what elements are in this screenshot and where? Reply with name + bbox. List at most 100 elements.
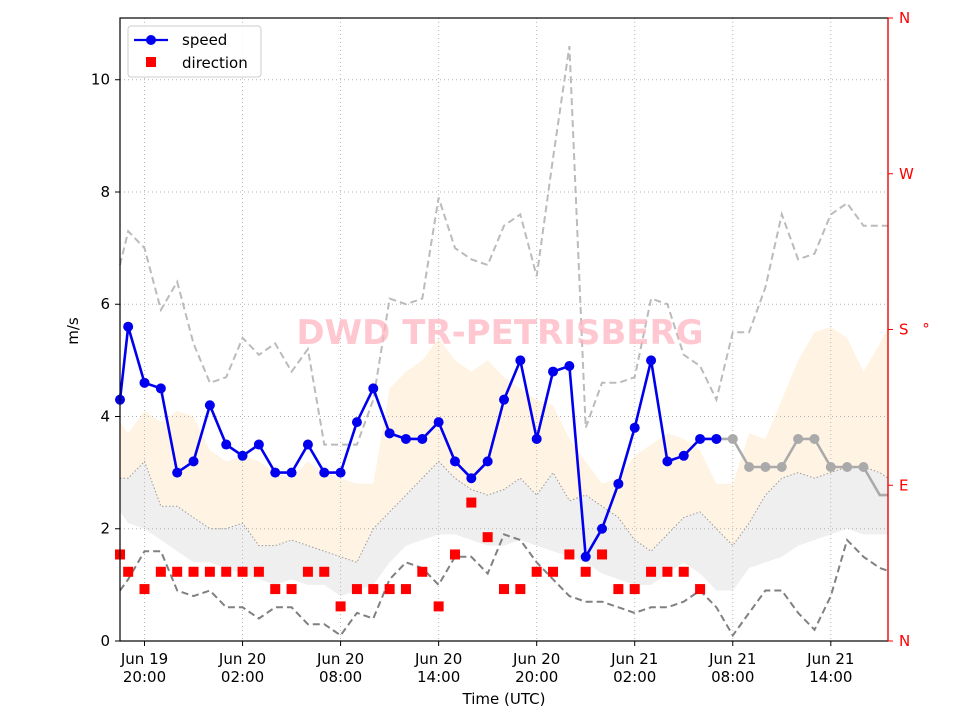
direction-point <box>286 584 297 595</box>
speed-observed-point <box>417 433 428 444</box>
speed-observed-point <box>204 400 215 411</box>
speed-observed-point <box>597 523 608 534</box>
upper-dashed-line <box>119 45 888 446</box>
speed-observed-point <box>678 450 689 461</box>
x-tick-label: Jun 19 <box>120 650 168 668</box>
speed-observed-point <box>711 433 722 444</box>
speed-observed-point <box>286 467 297 478</box>
x-tick-label: 08:00 <box>711 668 754 686</box>
speed-observed-point <box>466 473 477 484</box>
x-tick-label: Jun 20 <box>512 650 560 668</box>
speed-observed-line <box>118 326 717 562</box>
speed-observed-point <box>482 456 493 467</box>
direction-point <box>188 566 199 577</box>
legend: speed direction <box>127 25 262 78</box>
direction-point <box>646 566 657 577</box>
speed-observed-point <box>662 456 673 467</box>
direction-point <box>580 566 591 577</box>
direction-point <box>482 532 493 543</box>
direction-point <box>629 584 640 595</box>
direction-point <box>155 566 166 577</box>
legend-direction-marker <box>146 57 156 67</box>
speed-observed-point <box>188 456 199 467</box>
direction-point <box>319 566 330 577</box>
speed-observed-point <box>515 355 526 366</box>
direction-point <box>270 584 281 595</box>
y2-tick-label: N <box>899 9 910 27</box>
direction-point <box>351 584 362 595</box>
direction-point <box>221 566 232 577</box>
x-tick-label: Jun 20 <box>316 650 364 668</box>
speed-observed-point <box>302 439 313 450</box>
speed-forecast-point <box>842 462 853 473</box>
speed-forecast-point <box>858 462 869 473</box>
direction-point <box>678 566 689 577</box>
direction-point <box>335 601 346 612</box>
speed-observed-point <box>319 467 330 478</box>
speed-observed-point <box>139 377 150 388</box>
speed-forecast-point <box>727 433 738 444</box>
x-tick-label: 20:00 <box>123 668 166 686</box>
speed-observed-point <box>384 428 395 439</box>
speed-observed-point <box>155 383 166 394</box>
direction-point <box>384 584 395 595</box>
y-tick-label: 8 <box>100 183 110 201</box>
y2-tick-label: W <box>899 165 914 183</box>
direction-point <box>237 566 248 577</box>
direction-point <box>139 584 150 595</box>
direction-point <box>400 584 411 595</box>
direction-point <box>253 566 264 577</box>
station-watermark: DWD TR-PETRISBERG <box>296 313 703 353</box>
direction-point <box>499 584 509 595</box>
gray-band-edge <box>120 460 889 564</box>
speed-observed-point <box>237 450 248 461</box>
x-tick-label: Jun 21 <box>708 650 756 668</box>
speed-forecast-point <box>825 462 836 473</box>
x-tick-label: 14:00 <box>809 668 852 686</box>
speed-forecast-point <box>760 462 771 473</box>
x-tick-label: 02:00 <box>613 668 656 686</box>
speed-observed-point <box>400 433 411 444</box>
speed-observed-point <box>695 433 706 444</box>
legend-speed-label: speed <box>182 31 227 49</box>
x-tick-label: 14:00 <box>417 668 460 686</box>
direction-point <box>368 584 379 595</box>
y-tick-label: 4 <box>100 407 110 425</box>
speed-observed-point <box>449 456 460 467</box>
direction-point <box>597 549 608 560</box>
direction-point <box>564 549 575 560</box>
speed-observed-point <box>335 467 346 478</box>
speed-observed-point <box>646 355 657 366</box>
speed-observed-point <box>564 360 575 371</box>
light-band <box>120 326 888 563</box>
speed-observed-point <box>351 417 362 428</box>
y2-tick-label: E <box>899 476 908 494</box>
x-tick-label: Jun 21 <box>610 650 658 668</box>
legend-box <box>127 25 262 78</box>
x-tick-label: 02:00 <box>221 668 264 686</box>
direction-point <box>548 566 559 577</box>
direction-point <box>302 566 313 577</box>
direction-point <box>662 566 673 577</box>
speed-observed-point <box>221 439 232 450</box>
direction-point <box>613 584 624 595</box>
speed-observed-point <box>433 417 444 428</box>
right-axis-unit: ° <box>922 320 930 338</box>
legend-direction-label: direction <box>182 54 248 72</box>
y-tick-label: 0 <box>100 632 110 650</box>
speed-observed-point <box>123 321 134 332</box>
y-tick-label: 2 <box>100 520 110 538</box>
dashed-envelopes <box>119 45 889 638</box>
speed-forecast-point <box>809 433 820 444</box>
speed-observed-point <box>253 439 264 450</box>
direction-point <box>123 566 134 577</box>
x-tick-label: Jun 21 <box>806 650 854 668</box>
speed-forecast-point <box>744 462 755 473</box>
x-tick-label: 20:00 <box>515 668 558 686</box>
y2-tick-label: S <box>899 321 909 339</box>
legend-speed-marker <box>146 35 156 45</box>
speed-observed-point <box>580 551 591 562</box>
direction-point <box>515 584 526 595</box>
